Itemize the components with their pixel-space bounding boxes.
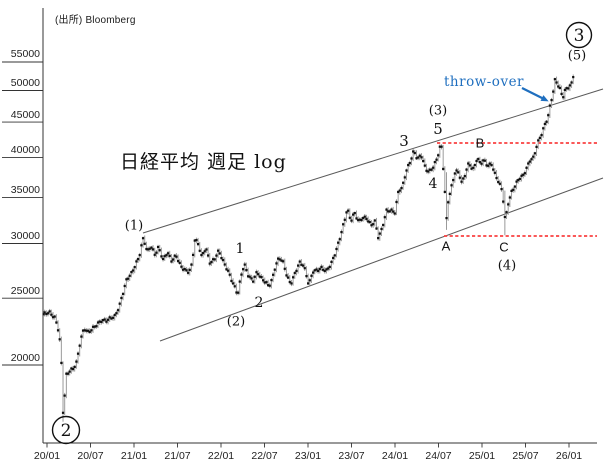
- y-axis-label-55000: 55000: [10, 48, 40, 61]
- upper-channel-line: [142, 88, 604, 234]
- x-axis-label-24-07: 24/07: [425, 450, 452, 462]
- wave-label-(3): (3): [428, 103, 448, 119]
- svg-text:3: 3: [574, 26, 585, 46]
- wave-label-C: C: [499, 239, 509, 255]
- weekly-price-bars: [43, 74, 574, 422]
- y-axis-label-25000: 25000: [10, 284, 40, 297]
- wave-label-1: 1: [235, 241, 245, 257]
- x-axis-label-23-07: 23/07: [338, 450, 365, 462]
- y-axis-label-20000: 20000: [10, 351, 40, 364]
- x-axis-label-26-01: 26/01: [555, 450, 583, 462]
- circled-wave-3: 3: [565, 21, 593, 49]
- x-axis-label-25-07: 25/07: [512, 450, 539, 462]
- x-axis-label-21-01: 21/01: [120, 450, 148, 462]
- y-axis-label-35000: 35000: [10, 183, 40, 196]
- source-label: (出所) Bloomberg: [55, 15, 136, 26]
- y-axis-label-30000: 30000: [10, 230, 40, 243]
- circled-wave-2: 2: [51, 415, 81, 445]
- x-axis-label-21-07: 21/07: [164, 450, 191, 462]
- x-axis-label-22-07: 22/07: [251, 450, 278, 462]
- x-axis-label-23-01: 23/01: [294, 450, 322, 462]
- x-axis-label-20-07: 20/07: [77, 450, 104, 462]
- y-axis-label-50000: 50000: [10, 77, 40, 90]
- y-axis-label-45000: 45000: [10, 108, 40, 121]
- throw-over-arrow: [521, 87, 549, 102]
- wave-label-(4): (4): [497, 258, 517, 274]
- wave-label-A: A: [441, 238, 451, 254]
- throw-over-annotation: throw-over: [443, 74, 525, 90]
- y-axis-label-40000: 40000: [10, 143, 40, 156]
- lower-channel-line: [159, 177, 604, 342]
- wave-label-(5): (5): [567, 48, 587, 64]
- wave-label-3: 3: [399, 132, 409, 150]
- wave-label-(1): (1): [124, 218, 144, 234]
- wave-label-2: 2: [254, 295, 264, 311]
- x-axis-label-22-01: 22/01: [207, 450, 235, 462]
- svg-text:2: 2: [61, 421, 72, 441]
- x-axis-label-24-01: 24/01: [381, 450, 409, 462]
- chart-title: 日経平均 週足 log: [120, 151, 287, 173]
- weekly-close-dots: [42, 76, 575, 414]
- wave-label-(2): (2): [226, 314, 246, 330]
- x-axis-label-25-01: 25/01: [468, 450, 496, 462]
- wave-label-B: B: [475, 135, 485, 151]
- x-axis-label-20-01: 20/01: [33, 450, 61, 462]
- wave-label-4: 4: [428, 176, 438, 192]
- wave-label-5: 5: [433, 120, 443, 138]
